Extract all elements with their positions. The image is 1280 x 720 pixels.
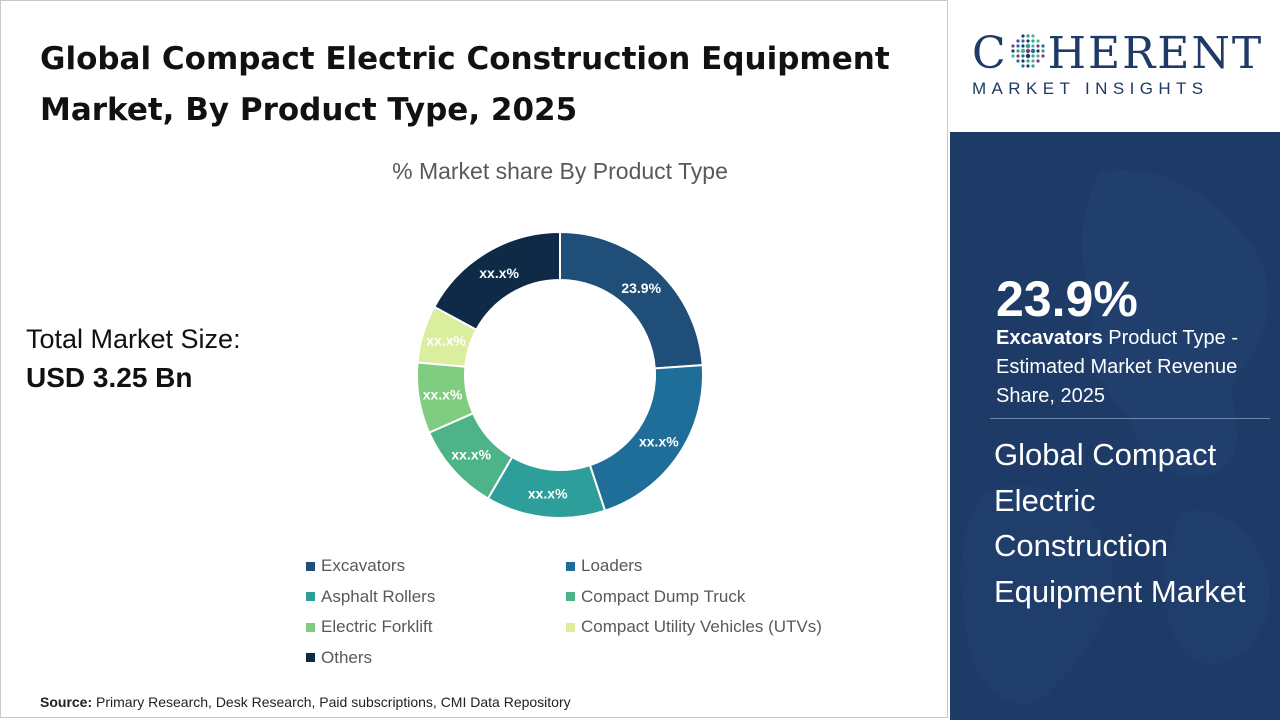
- total-market-label: Total Market Size:: [26, 324, 241, 354]
- donut-data-label-1: xx.x%: [639, 433, 679, 449]
- logo-wordmark: C HERENT: [972, 30, 1263, 78]
- legend-swatch: [566, 561, 575, 571]
- legend-item-5: Compact Utility Vehicles (UTVs): [566, 617, 822, 637]
- legend-swatch: [306, 561, 315, 571]
- globe-dots-icon: [1011, 34, 1045, 68]
- highlight-stat: 23.9%: [996, 271, 1138, 327]
- side-panel: 23.9% Excavators Product Type - Estimate…: [950, 132, 1280, 720]
- source-text: Primary Research, Desk Research, Paid su…: [92, 694, 571, 710]
- legend-item-4: Electric Forklift: [306, 617, 432, 637]
- legend-swatch: [566, 622, 575, 632]
- legend-item-6: Others: [306, 648, 372, 668]
- legend-item-0: Excavators: [306, 556, 405, 576]
- world-map-background: [961, 170, 1271, 705]
- legend-label: Compact Utility Vehicles (UTVs): [581, 617, 822, 636]
- legend-swatch: [306, 653, 315, 662]
- legend-label: Asphalt Rollers: [321, 586, 436, 606]
- legend-swatch: [306, 592, 315, 601]
- highlight-segment: Excavators: [996, 327, 1103, 349]
- page-title: Global Compact Electric Construction Equ…: [40, 41, 890, 128]
- legend-item-2: Asphalt Rollers: [306, 587, 435, 607]
- legend-label: Others: [321, 647, 373, 667]
- brand-logo: C HERENT MARKET INSIGHTS: [950, 0, 1280, 132]
- logo-letter-c: C: [972, 28, 1008, 79]
- total-market-value: USD 3.25 Bn: [26, 362, 193, 393]
- donut-data-label-3: xx.x%: [451, 446, 491, 462]
- donut-slice-0: [559, 230, 704, 370]
- legend-item-3: Compact Dump Truck: [566, 587, 745, 607]
- highlight-description: Excavators Product Type - Estimated Mark…: [996, 324, 1266, 411]
- legend-item-1: Loaders: [566, 556, 642, 576]
- legend-swatch: [306, 622, 315, 632]
- donut-data-label-2: xx.x%: [528, 485, 568, 501]
- source-label: Source:: [40, 694, 93, 710]
- donut-chart: 23.9% xx.x% xx.x% xx.x% xx.x% xx.x% xx.x%: [416, 230, 704, 519]
- chart-frame: [0, 0, 948, 718]
- donut-slice-6: [432, 230, 561, 332]
- donut-data-label-6: xx.x%: [479, 265, 519, 281]
- legend-swatch: [566, 592, 575, 601]
- legend-label: Excavators: [321, 556, 406, 575]
- panel-divider: [990, 418, 1270, 419]
- highlight-caption: Product Type - Estimated Market Revenue …: [996, 327, 1239, 407]
- legend-label: Loaders: [581, 556, 643, 575]
- legend-label: Electric Forklift: [321, 617, 433, 636]
- logo-letters-rest: HERENT: [1047, 28, 1264, 79]
- source-note: Source: Primary Research, Desk Research,…: [40, 694, 571, 710]
- chart-title: % Market share By Product Type: [392, 158, 728, 184]
- legend-label: Compact Dump Truck: [581, 586, 746, 606]
- donut-data-label-0: 23.9%: [621, 280, 661, 296]
- market-name: Global Compact Electric Construction Equ…: [994, 437, 1246, 609]
- logo-subtitle: MARKET INSIGHTS: [972, 79, 1209, 98]
- donut-data-label-4: xx.x%: [423, 386, 463, 402]
- donut-data-label-5: xx.x%: [426, 333, 466, 349]
